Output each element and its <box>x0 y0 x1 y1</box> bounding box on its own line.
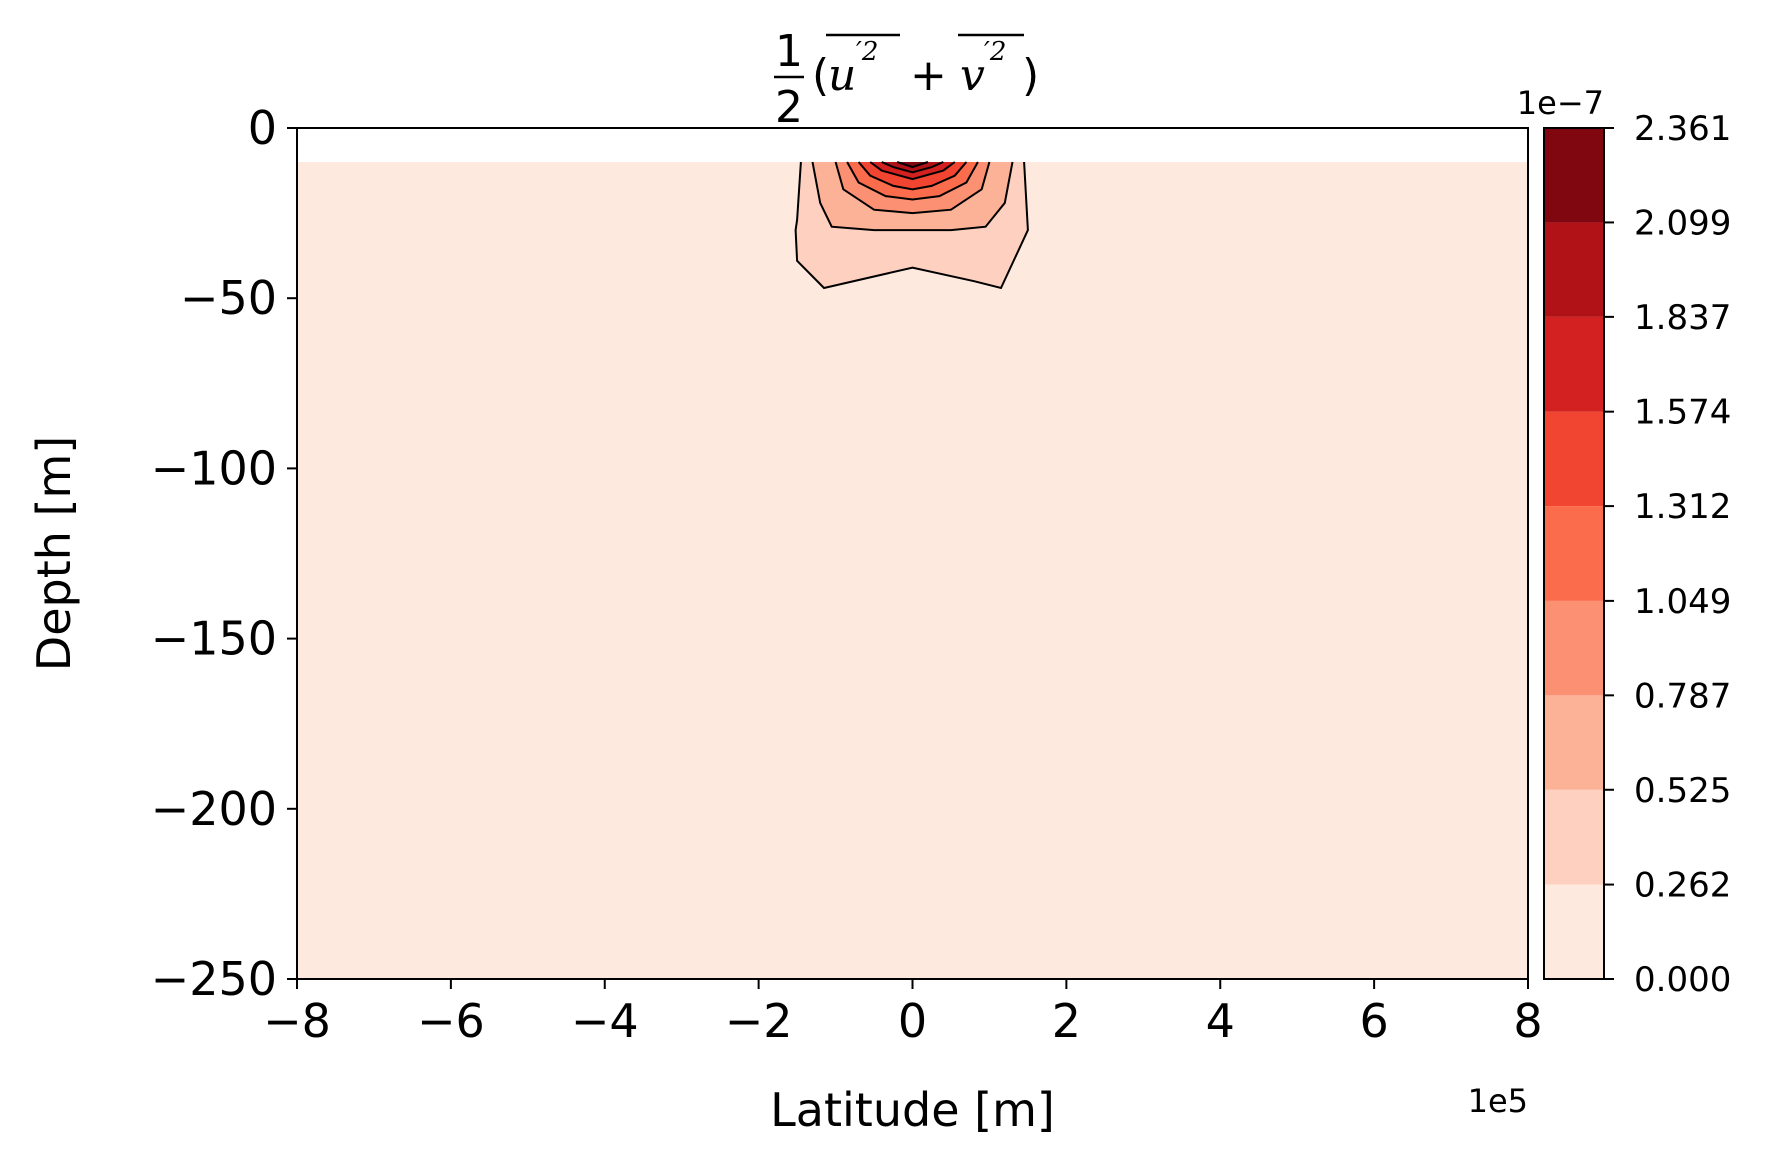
contour-line-6 <box>881 161 944 174</box>
x-tick-label: −4 <box>571 994 639 1048</box>
colorbar-bands <box>1544 128 1604 979</box>
plot-area <box>296 127 1529 980</box>
colorbar-tick-label: 0.262 <box>1634 866 1731 906</box>
colorbar-band <box>1544 789 1604 885</box>
x-tick-label: 8 <box>1513 994 1542 1048</box>
y-axis: 0 −50 −100 −150 −200 −250 <box>151 101 297 1006</box>
colorbar-tick-label: 0.000 <box>1634 960 1731 1000</box>
x-tick-label: 0 <box>898 994 927 1048</box>
y-tick-label: −150 <box>151 612 277 666</box>
contour-line-5 <box>869 161 956 181</box>
chart-title: 1 2 ( u ′2 + v ′2 ) <box>774 26 1039 133</box>
colorbar-tick-label: 0.525 <box>1634 771 1731 811</box>
y-tick-label: −200 <box>151 782 277 836</box>
filled-region-level-7 <box>897 162 928 168</box>
title-plus: + <box>910 50 947 101</box>
colorbar-tick-label: 2.099 <box>1634 203 1731 243</box>
colorbar-tick-label: 1.312 <box>1634 487 1731 527</box>
colorbar-band <box>1544 506 1604 601</box>
x-axis-offset-label: 1e5 <box>1468 1082 1528 1120</box>
colorbar-band <box>1544 600 1604 696</box>
y-tick-label: −250 <box>151 952 277 1006</box>
title-term-v: v <box>960 50 985 101</box>
colorbar-tick-label: 2.361 <box>1634 109 1731 149</box>
title-numerator: 1 <box>775 26 803 77</box>
contour-line-1 <box>811 161 1014 232</box>
title-term-v-sup: ′2 <box>984 37 1006 67</box>
contour-line-4 <box>857 161 968 191</box>
x-tick-label: −2 <box>725 994 793 1048</box>
title-close-paren: ) <box>1022 50 1039 101</box>
x-tick-label: −6 <box>417 994 485 1048</box>
title-term-u-sup: ′2 <box>856 37 878 67</box>
colorbar-ticks: 0.000 0.262 0.525 0.787 1.049 1.312 1.574 1.837… <box>1604 109 1731 1000</box>
colorbar-tick-label: 1.574 <box>1634 393 1731 433</box>
x-tick-label: 6 <box>1359 994 1388 1048</box>
colorbar-band <box>1544 222 1604 317</box>
contour-line-2 <box>834 161 991 215</box>
colorbar-tick-label: 1.837 <box>1634 298 1731 338</box>
x-tick-label: −8 <box>263 994 331 1048</box>
x-tick-label: 4 <box>1206 994 1235 1048</box>
y-tick-label: 0 <box>248 101 277 155</box>
contour-line-0 <box>794 161 1029 290</box>
data-field-base-level <box>297 162 1528 980</box>
y-tick-label: −100 <box>151 441 277 495</box>
contour-line-7 <box>896 161 929 169</box>
colorbar: 0.000 0.262 0.525 0.787 1.049 1.312 1.574 1.837… <box>1517 84 1732 1000</box>
colorbar-tick-label: 1.049 <box>1634 582 1731 622</box>
x-axis-label: Latitude [m] <box>770 1083 1055 1137</box>
colorbar-band <box>1544 316 1604 412</box>
colorbar-band <box>1544 128 1604 223</box>
colorbar-tick-label: 0.787 <box>1634 676 1731 716</box>
colorbar-band <box>1544 695 1604 790</box>
x-tick-label: 2 <box>1052 994 1081 1048</box>
title-denominator: 2 <box>775 82 803 133</box>
colorbar-band <box>1544 411 1604 507</box>
y-tick-label: −50 <box>180 271 277 325</box>
colorbar-frame <box>1543 127 1605 980</box>
title-open-paren: ( <box>812 50 829 101</box>
colorbar-offset-label: 1e−7 <box>1517 84 1604 122</box>
contour-lines <box>794 161 1029 290</box>
colorbar-band <box>1544 884 1604 979</box>
title-term-u: u <box>828 50 856 101</box>
contour-line-3 <box>846 161 979 201</box>
y-axis-label: Depth [m] <box>27 436 81 671</box>
x-axis: −8 −6 −4 −2 0 2 4 6 8 <box>263 979 1543 1048</box>
